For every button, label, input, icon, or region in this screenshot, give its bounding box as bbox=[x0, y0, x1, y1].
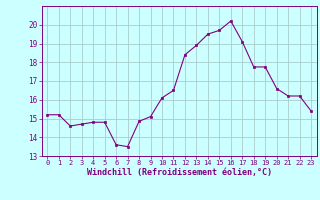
X-axis label: Windchill (Refroidissement éolien,°C): Windchill (Refroidissement éolien,°C) bbox=[87, 168, 272, 177]
